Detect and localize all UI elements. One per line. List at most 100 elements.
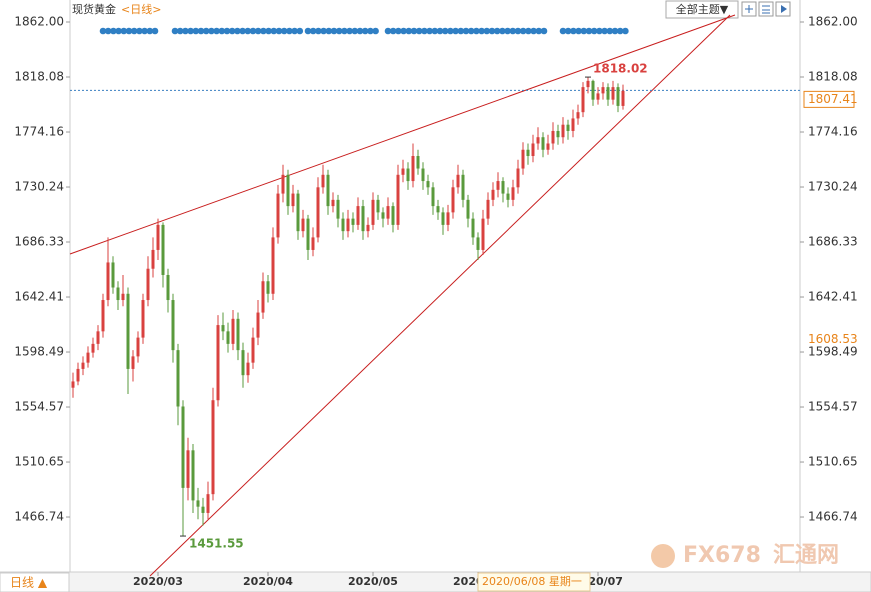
- candle-body: [481, 218, 485, 250]
- event-dot: [596, 27, 603, 35]
- price-label: 1807.41: [808, 92, 858, 106]
- icon-grid[interactable]: [758, 1, 774, 17]
- candle-body: [196, 500, 200, 507]
- candle-body: [131, 356, 135, 369]
- theme-button[interactable]: 全部主题▼: [676, 2, 729, 16]
- event-markers: [99, 27, 629, 35]
- event-dot: [130, 27, 138, 35]
- y-tick-label: 1598.49: [14, 345, 64, 359]
- icon-glyph: [762, 5, 770, 14]
- candle-body: [306, 218, 310, 250]
- candle-body: [321, 174, 325, 188]
- y-tick-label: 1686.33: [808, 235, 858, 249]
- x-tick-label: 2020/03: [133, 575, 183, 588]
- event-dot: [525, 27, 532, 35]
- candle-body: [96, 331, 100, 344]
- candle-body: [166, 274, 170, 301]
- candle-body: [571, 118, 575, 131]
- event-dot: [611, 27, 619, 35]
- event-dot: [514, 27, 522, 35]
- candle-body: [606, 87, 610, 100]
- lower-trendline: [149, 14, 731, 577]
- y-tick-label: 1730.24: [808, 180, 858, 194]
- candle-body: [181, 406, 185, 488]
- event-dot: [136, 27, 143, 35]
- event-dot: [564, 27, 572, 35]
- candle-body: [576, 112, 580, 119]
- upper-trendline: [69, 14, 736, 255]
- candle-body: [286, 174, 290, 207]
- event-dot: [320, 27, 327, 35]
- candle-body: [276, 193, 280, 238]
- event-dot: [415, 27, 423, 35]
- candle-body: [621, 90, 625, 106]
- candle-body: [81, 362, 85, 369]
- event-dot: [291, 27, 298, 35]
- y-tick-label: 1686.33: [14, 235, 64, 249]
- watermark-text: FX678: [683, 543, 761, 568]
- candle-body: [261, 281, 265, 313]
- candle-body: [351, 218, 355, 225]
- candle-body: [391, 206, 395, 225]
- y-tick-label: 1818.08: [14, 70, 64, 84]
- candle-body: [106, 262, 110, 301]
- x-axis-band: [0, 571, 871, 592]
- event-dot: [330, 27, 338, 35]
- event-dot: [270, 27, 278, 35]
- event-dot: [325, 27, 333, 35]
- event-dot: [99, 27, 107, 35]
- candle-body: [431, 187, 435, 207]
- candle-body: [516, 168, 520, 188]
- candle-body: [256, 312, 260, 338]
- candle-body: [486, 199, 490, 219]
- candle-body: [191, 450, 195, 501]
- event-dot: [436, 27, 444, 35]
- candle-body: [406, 168, 410, 182]
- candle-body: [116, 287, 120, 301]
- candle-body: [471, 218, 475, 238]
- candle-body: [501, 181, 505, 194]
- candle-body: [426, 181, 430, 188]
- watermark: FX678 汇通网: [651, 543, 839, 568]
- chart-subtitle: <日线>: [121, 2, 161, 16]
- event-dot: [400, 27, 407, 35]
- candle-body: [126, 293, 130, 369]
- event-dot: [304, 27, 312, 35]
- event-dot: [478, 27, 485, 35]
- period-button[interactable]: 日线 ▲: [10, 576, 48, 590]
- event-dot: [473, 27, 480, 35]
- event-dot: [457, 27, 465, 35]
- event-dot: [509, 27, 517, 35]
- event-dot: [530, 27, 537, 35]
- candle-body: [211, 400, 215, 495]
- event-dot: [296, 27, 304, 35]
- y-tick-label: 1554.57: [14, 400, 64, 414]
- theme-button-box[interactable]: [665, 0, 739, 19]
- candle-body: [111, 262, 115, 288]
- event-dot: [421, 27, 428, 35]
- period-button-box[interactable]: [0, 572, 70, 592]
- event-dot: [280, 27, 288, 35]
- candle-body: [336, 199, 340, 219]
- event-dot: [346, 27, 353, 35]
- event-dot: [182, 27, 189, 35]
- event-dot: [223, 27, 231, 35]
- event-dot: [141, 27, 148, 35]
- event-dot: [104, 27, 112, 35]
- icon-glyph: [781, 5, 787, 13]
- low-annotation: 1451.55: [189, 537, 244, 551]
- candle-body: [266, 281, 270, 294]
- event-dot: [441, 27, 449, 35]
- candle-body: [216, 325, 220, 401]
- candle-body: [186, 450, 190, 488]
- candle-body: [101, 300, 105, 332]
- event-dot: [187, 27, 194, 35]
- event-dot: [351, 27, 359, 35]
- event-dot: [540, 27, 548, 35]
- event-dot: [367, 27, 374, 35]
- candle-body: [221, 325, 225, 332]
- event-dot: [405, 27, 413, 35]
- y-tick-label: 1774.16: [14, 125, 64, 139]
- candle-body: [466, 199, 470, 219]
